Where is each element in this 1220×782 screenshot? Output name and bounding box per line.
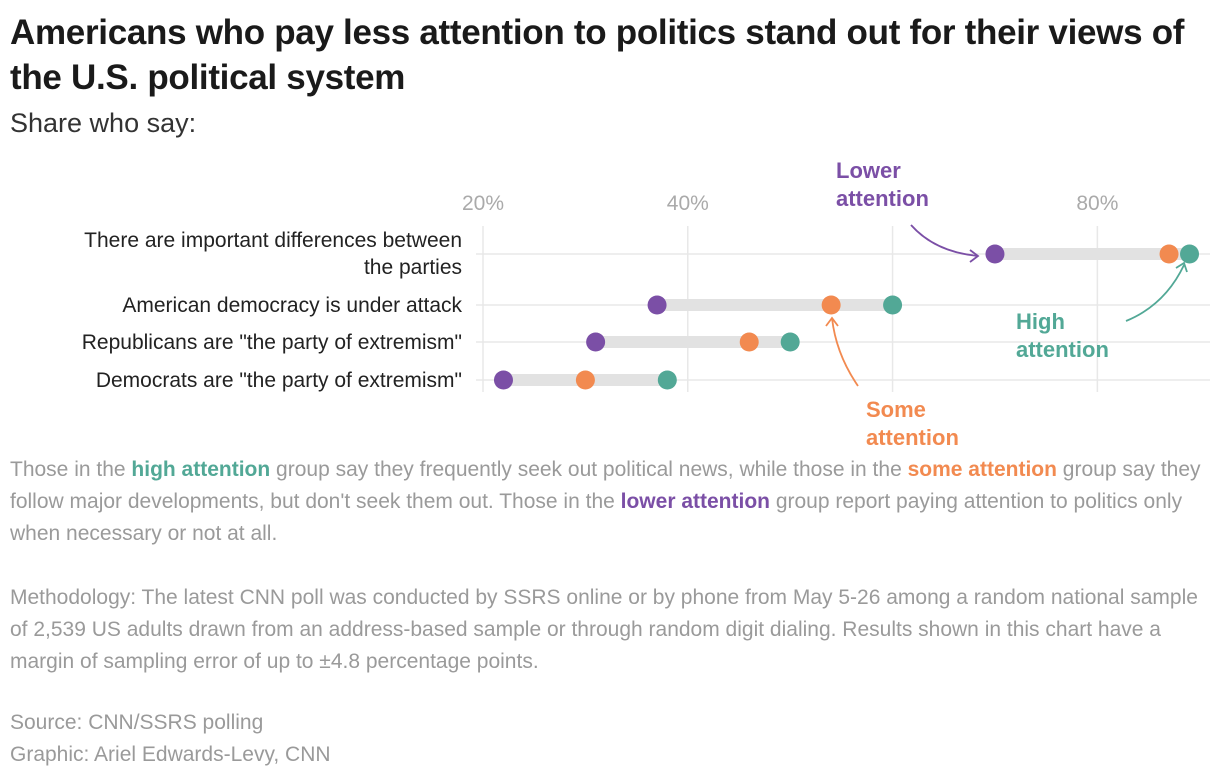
dot-high-attention	[780, 332, 800, 352]
annotation-some-attention: Some attention	[866, 397, 959, 450]
arrow-high-icon	[1125, 261, 1188, 322]
annotation-high-attention: High attention	[1016, 309, 1109, 362]
dot-lower-attention	[647, 295, 667, 315]
annotation-lower-attention: Lower attention	[836, 158, 929, 211]
arrow-some-icon	[825, 316, 859, 387]
dot-some-attention	[821, 295, 841, 315]
dot-range-chart: 20% 40% 80%	[462, 192, 1210, 392]
dot-some-attention	[575, 370, 595, 390]
row-label-line: There are important differences between	[84, 229, 462, 252]
dot-some-attention	[1159, 244, 1179, 264]
arrow-lower-icon	[910, 224, 980, 263]
row-label-line: the parties	[363, 256, 462, 279]
dot-high-attention	[883, 295, 903, 315]
x-tick-label: 20%	[462, 192, 504, 215]
some-attention-text: some attention	[907, 458, 1057, 481]
dot-some-attention	[739, 332, 759, 352]
group-explanation: Those in the high attention group say th…	[10, 458, 1201, 545]
x-tick-label: 80%	[1076, 192, 1118, 215]
dot-lower-attention	[985, 244, 1005, 264]
graphic-credit: Graphic: Ariel Edwards-Levy, CNN	[10, 743, 331, 766]
dot-high-attention	[657, 370, 677, 390]
high-attention-text: high attention	[131, 458, 271, 481]
methodology: Methodology: The latest CNN poll was con…	[10, 586, 1198, 673]
x-tick-label: 40%	[667, 192, 709, 215]
dot-high-attention	[1180, 244, 1200, 264]
row-label: Republicans are "the party of extremism"	[81, 331, 462, 354]
dot-lower-attention	[586, 332, 606, 352]
lower-attention-text: lower attention	[620, 490, 770, 513]
chart-subtitle: Share who say:	[10, 108, 197, 138]
row-label: There are important differences between t…	[84, 227, 462, 281]
dot-lower-attention	[493, 370, 513, 390]
row-label: American democracy is under attack	[122, 294, 462, 317]
row-label: Democrats are "the party of extremism"	[95, 369, 462, 392]
source: Source: CNN/SSRS polling	[10, 711, 264, 734]
chart-title: Americans who pay less attention to poli…	[10, 13, 1185, 97]
